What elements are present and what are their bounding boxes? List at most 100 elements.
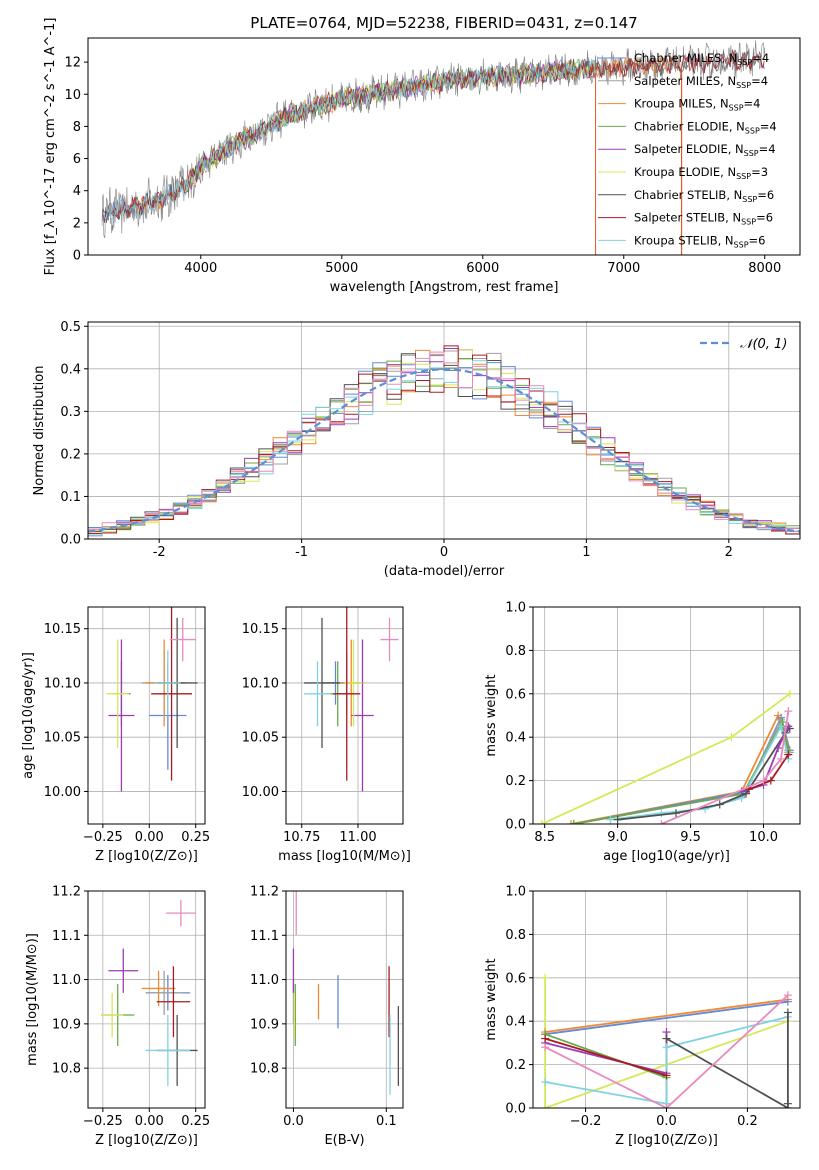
x-axis-label: mass [log10(M/M⊙)] [278,849,411,864]
legend-label: Kroupa MILES, NSSP=4 [634,97,760,113]
x-tick-label: 0.00 [135,830,164,845]
legend-subscript: SSP [736,81,751,90]
residual-legend: 𝒩(0, 1) [700,337,787,352]
legend-label: Chabrier MILES, NSSP=4 [634,51,769,67]
mass-weight-line [544,998,789,1033]
legend-label: Kroupa ELODIE, NSSP=3 [634,165,768,181]
x-tick-label: −0.2 [570,1114,602,1129]
figure-title: PLATE=0764, MJD=52238, FIBERID=0431, z=0… [250,14,637,32]
y-tick-label: 11.0 [52,973,81,988]
axes-frame [87,37,801,256]
legend-text: =6 [749,233,766,247]
legend-label: Salpeter STELIB, NSSP=6 [634,211,773,227]
x-tick-label: 4000 [184,261,217,276]
y-tick-label: 10 [64,88,81,103]
model-spectrum-line [101,49,765,223]
legend-subscript: SSP [736,172,751,181]
normal-curve [88,368,800,533]
mass-vs-ebv-axes [286,890,403,1108]
x-tick-label: 0.1 [376,1114,397,1129]
y-axis-label: Flux [f_λ 10^-17 erg cm^-2 s^-1 A^-1] [43,18,58,276]
legend-subscript: SSP [741,218,756,227]
x-tick-label: 11.00 [339,830,376,845]
weight-vs-age-frame: 8.5 9.0 9.5 10.0 0.0 0.2 0.4 0.6 0.8 1.0 age [log1… [484,601,801,864]
legend-subscript: SSP [737,58,752,67]
legend-text: =6 [757,188,774,202]
x-axis-label: (data-model)/error [384,564,505,579]
y-tick-label: 0.4 [505,1015,526,1030]
x-axis-label: age [log10(age/yr)] [603,849,730,864]
y-axis-label: age [log10(age/yr)] [21,652,36,779]
age-vs-mass-frame: 10.75 11.00 10.00 10.05 10.10 10.15 mass [log1… [242,606,411,864]
x-tick-label: 9.5 [680,830,701,845]
y-tick-label: 0.2 [505,1058,526,1073]
x-axis-label: Z [log10(Z/Z⊙)] [95,849,198,864]
axes-frame [285,606,404,825]
y-tick-label: 0.2 [60,447,81,462]
age-vs-Z-frame: −0.25 0.00 0.25 10.00 10.05 10.10 10.15 Z [log1… [21,606,210,864]
y-tick-label: 4 [73,184,81,199]
y-tick-label: 10.15 [242,622,279,637]
y-tick-label: 10.05 [242,731,279,746]
x-tick-label: −0.25 [83,830,123,845]
x-axis-label: Z [log10(Z/Z⊙)] [95,1133,198,1148]
y-tick-label: 0.6 [505,687,526,702]
legend-label: Kroupa STELIB, NSSP=6 [634,233,765,249]
y-axis-label: Normed distribution [32,366,47,496]
y-tick-label: 0.5 [60,320,81,335]
y-tick-label: 11.1 [52,929,81,944]
mass-vs-Z-plot [101,899,198,1086]
legend-label: 𝒩(0, 1) [740,337,787,352]
legend-subscript: SSP [734,240,749,249]
mass-weight-line [610,723,790,821]
y-tick-label: 10.05 [44,731,81,746]
y-tick-label: 10.00 [44,785,81,800]
y-axis-label: mass [log10(M/M⊙)] [25,933,40,1066]
legend-label: Chabrier ELODIE, NSSP=4 [634,119,777,135]
x-tick-label: 0.2 [737,1114,758,1129]
x-axis-label: E(B-V) [324,1133,364,1148]
x-tick-label: 0.0 [283,1114,304,1129]
x-tick-label: 0.0 [656,1114,677,1129]
y-tick-label: 0.3 [60,405,81,420]
legend-text: Kroupa STELIB, N [634,233,734,247]
axes-frame [87,606,206,825]
mass-vs-ebv-frame: 0.0 0.1 10.8 10.9 11.0 11.1 11.2 E(B-V) [250,885,404,1148]
x-tick-label: 7000 [607,261,640,276]
weight-vs-Z-plot [541,973,792,1108]
y-axis-label: mass weight [484,674,499,756]
x-tick-label: 9.0 [607,830,628,845]
age-vs-mass-plot [304,607,399,792]
spectrum-frame: 4000 5000 6000 7000 8000 0 2 4 6 8 10 12 wavelength … [43,18,801,295]
legend-text: =4 [760,119,777,133]
y-tick-label: 0.4 [60,362,81,377]
y-tick-label: 0.0 [60,533,81,548]
legend-text: Chabrier STELIB, N [634,188,742,202]
legend-text: =4 [752,51,769,65]
x-tick-label: 8.5 [534,830,555,845]
y-tick-label: 11.2 [250,885,279,900]
residuals-plot [88,345,800,537]
y-tick-label: 10.10 [242,676,279,691]
legend-subscript: SSP [742,195,757,204]
legend-text: Chabrier MILES, N [634,51,737,65]
y-tick-label: 0.8 [505,928,526,943]
x-tick-label: 6000 [466,261,499,276]
spectrum-plot [101,40,766,255]
x-tick-label: 1 [582,545,590,560]
x-tick-label: 8000 [748,261,781,276]
y-axis-label: mass weight [484,958,499,1040]
residual-histogram [88,351,800,530]
legend-text: Kroupa MILES, N [634,97,729,111]
legend-text: =4 [744,97,761,111]
axes-frame [87,890,206,1109]
legend-text: Chabrier ELODIE, N [634,119,745,133]
legend-text: Salpeter MILES, N [634,74,736,88]
mass-weight-line [544,1032,668,1075]
legend-label: Salpeter MILES, NSSP=4 [634,74,768,90]
x-tick-label: 0.25 [181,830,210,845]
mass-weight-line [573,717,791,824]
y-tick-label: 11.2 [52,885,81,900]
